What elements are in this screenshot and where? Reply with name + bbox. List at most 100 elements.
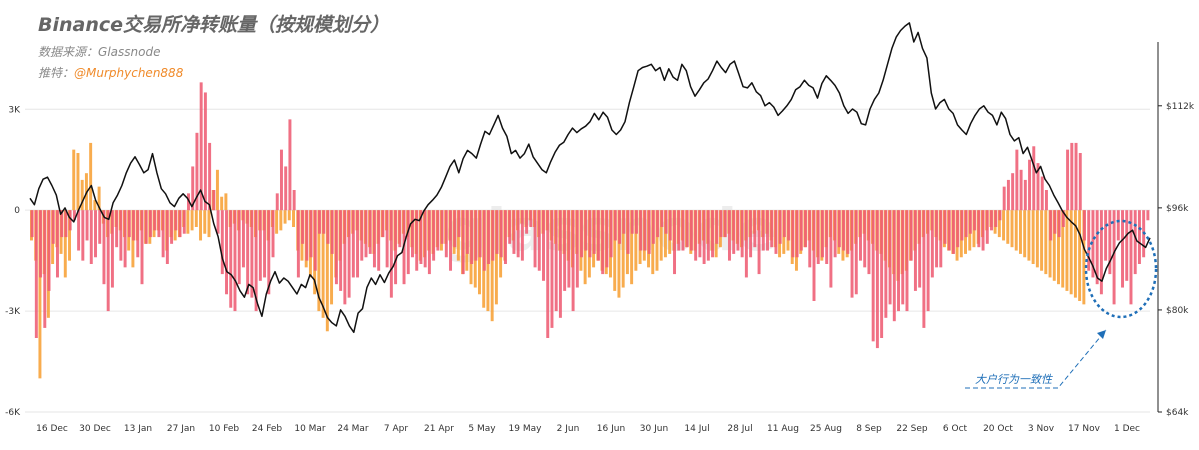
bar-retail	[1035, 210, 1039, 268]
bar-retail	[1023, 210, 1027, 258]
bar-whale	[782, 210, 786, 238]
bar-whale	[461, 210, 465, 275]
bar-whale	[859, 210, 862, 261]
bar-retail	[220, 196, 224, 211]
bar-whale	[1074, 142, 1078, 211]
bar-whale	[1040, 176, 1044, 211]
bar-whale	[427, 210, 431, 275]
bar-retail	[224, 193, 228, 211]
bar-whale	[867, 210, 871, 275]
x-tick-label: 24 Mar	[337, 424, 369, 434]
bar-whale	[740, 210, 744, 258]
bar-whale	[715, 210, 719, 244]
bar-whale	[85, 210, 89, 241]
x-tick-label: 28 Jul	[727, 424, 752, 434]
bar-whale	[474, 210, 478, 261]
bar-whale	[1036, 163, 1040, 211]
bar-whale	[389, 210, 393, 298]
bar-whale	[909, 210, 913, 261]
bar-whale	[930, 210, 934, 278]
bar-whale	[956, 210, 960, 248]
author-handle[interactable]: @Murphychen888	[74, 66, 184, 80]
bar-whale	[144, 210, 148, 244]
bar-whale	[1087, 210, 1091, 271]
bar-whale	[1066, 149, 1070, 211]
bar-whale	[880, 210, 884, 338]
bar-retail	[997, 210, 1001, 238]
bar-whale	[339, 210, 343, 291]
bar-whale	[702, 210, 706, 264]
bar-whale	[305, 210, 309, 261]
bar-whale	[512, 210, 516, 254]
bar-whale	[394, 210, 398, 285]
bar-whale	[812, 210, 816, 301]
bar-whale	[863, 210, 867, 268]
bar-whale	[994, 210, 998, 227]
bar-whale	[901, 210, 905, 305]
bar-whale	[626, 210, 630, 254]
bar-retail	[1031, 210, 1035, 264]
bar-retail	[1018, 210, 1022, 254]
bar-whale	[964, 210, 968, 238]
bar-retail	[613, 210, 617, 291]
bar-whale	[753, 210, 757, 248]
bar-whale	[415, 210, 419, 271]
bar-whale	[558, 210, 562, 318]
bar-whale	[947, 210, 951, 251]
bar-retail	[1014, 210, 1018, 251]
bar-whale	[563, 210, 567, 291]
x-tick-label: 3 Nov	[1028, 424, 1055, 434]
bar-whale	[711, 210, 715, 258]
bar-retail	[76, 153, 80, 211]
bar-whale	[94, 210, 97, 258]
bar-whale	[799, 210, 803, 251]
bar-whale	[195, 132, 199, 211]
bar-whale	[736, 210, 740, 251]
x-tick-label: 5 May	[468, 424, 496, 434]
bar-whale	[960, 210, 964, 241]
bar-retail	[655, 210, 659, 271]
bar-whale	[643, 210, 647, 251]
bar-whale	[423, 210, 427, 268]
bar-whale	[525, 210, 529, 234]
bar-retail	[317, 210, 321, 312]
bar-whale	[757, 210, 761, 275]
bar-whale	[618, 210, 622, 244]
bar-whale	[592, 210, 596, 254]
bar-whale	[651, 210, 655, 244]
bar-retail	[1048, 210, 1052, 278]
bar-whale	[685, 210, 689, 248]
bar-whale	[892, 210, 896, 322]
bar-whale	[343, 210, 347, 305]
bar-whale	[935, 210, 939, 268]
bar-whale	[1019, 169, 1023, 211]
bar-whale	[537, 210, 541, 271]
x-tick-label: 10 Mar	[294, 424, 326, 434]
bar-whale	[1083, 210, 1086, 241]
bar-whale	[1006, 179, 1010, 211]
bar-retail	[1065, 210, 1069, 291]
bar-whale	[529, 210, 533, 227]
bar-whale	[449, 210, 453, 271]
bar-retail	[186, 210, 190, 234]
bar-whale	[884, 210, 888, 318]
bar-whale	[842, 210, 846, 251]
bar-retail	[207, 210, 211, 238]
bar-whale	[216, 210, 220, 234]
bar-whale	[250, 210, 254, 298]
bar-whale	[212, 190, 216, 211]
bar-whale	[1002, 186, 1006, 211]
bar-retail	[1002, 210, 1006, 241]
bar-whale	[170, 210, 174, 244]
bar-whale	[275, 193, 279, 211]
bar-whale	[922, 210, 926, 328]
chart-title: Binance交易所净转账量（按规模划分）	[38, 14, 390, 36]
bar-whale	[377, 210, 381, 271]
bar-retail	[1078, 210, 1082, 301]
bar-whale	[1137, 210, 1141, 264]
bar-retail	[634, 210, 638, 271]
bar-whale	[165, 210, 169, 264]
bar-whale	[770, 210, 774, 248]
bar-whale	[1070, 142, 1074, 211]
bar-whale	[1032, 146, 1036, 211]
